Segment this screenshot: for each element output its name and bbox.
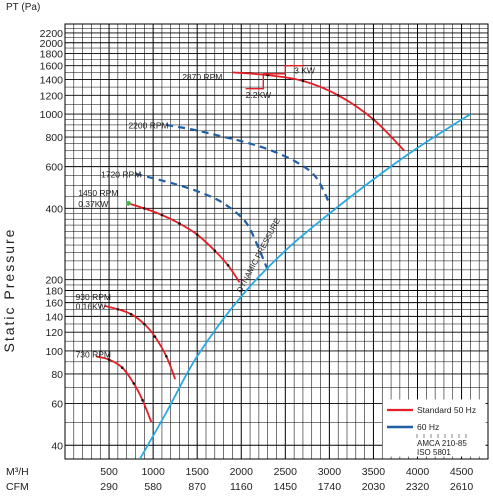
y-tick-label: 160 <box>45 298 63 310</box>
curve-label: 3 KW <box>294 66 315 76</box>
y-tick-label: 800 <box>45 132 63 144</box>
y-tick-label: 2200 <box>40 28 64 40</box>
curve-point-marker <box>195 233 199 236</box>
x-tick-label: 1500 <box>186 466 210 478</box>
curve-point-marker <box>120 366 124 370</box>
curve-point-marker <box>143 207 146 210</box>
x-tick-label: 2000 <box>230 466 254 478</box>
curve-point-marker <box>336 94 340 97</box>
curve-point-marker <box>165 354 168 358</box>
curve-point-marker <box>143 322 146 326</box>
curve-point-marker <box>160 213 164 217</box>
x-tick-label-cfm: 1450 <box>274 481 298 493</box>
y-unit-label: PT (Pa) <box>6 2 40 13</box>
y-tick-label: 120 <box>45 327 63 339</box>
curve-start-marker <box>126 200 131 206</box>
y-tick-label: 2000 <box>40 38 64 50</box>
y-tick-label: 1400 <box>40 74 64 86</box>
y-tick-label: 1800 <box>40 49 64 61</box>
y-tick-label: 180 <box>45 286 63 298</box>
curve-point-marker <box>132 382 136 385</box>
curve-label: 2200 RPM <box>128 120 168 130</box>
x-tick-label-cfm: 2610 <box>450 481 474 493</box>
x-tick-label: 1000 <box>141 466 165 478</box>
y-tick-label: 140 <box>45 311 63 323</box>
y-tick-label: 600 <box>45 162 63 174</box>
curve-label: 1720 RPM <box>101 169 141 179</box>
legend-standard-label: AMCA 210-85 <box>417 439 467 448</box>
x-tick-label-cfm: 870 <box>188 481 206 493</box>
legend-label-50hz: Standard 50 Hz <box>417 405 476 415</box>
y-tick-label: 1200 <box>40 90 64 102</box>
x-tick-label: 4000 <box>406 466 430 478</box>
y-tick-label: 40 <box>51 440 63 452</box>
y-tick-label: 1600 <box>40 61 64 73</box>
curve-label: 2870 RPM <box>182 72 222 82</box>
x-row2-unit: CFM <box>6 481 29 493</box>
x-tick-label-cfm: 2030 <box>362 481 386 493</box>
curve-label: 2.2KW <box>246 90 272 100</box>
curve-point-marker <box>213 249 217 253</box>
curve-point-marker <box>116 307 120 311</box>
x-row1-unit: M³/H <box>6 466 29 478</box>
y-tick-label: 100 <box>45 346 63 358</box>
curve-label: 0.37KW <box>78 199 108 209</box>
fan-curve-50hz <box>128 202 241 283</box>
y-tick-label: 400 <box>45 203 63 215</box>
curve-label: 930 RPM <box>76 292 111 302</box>
motor-power-step <box>245 65 303 90</box>
x-tick-label: 2500 <box>274 466 298 478</box>
curve-label: 0.16KW <box>76 301 106 311</box>
x-tick-label-cfm: 290 <box>100 481 118 493</box>
curve-point-marker <box>226 263 230 267</box>
legend-label-60hz: 60 Hz <box>417 422 439 432</box>
curve-point-marker <box>107 358 111 361</box>
x-tick-label: 4500 <box>450 466 474 478</box>
x-tick-label-cfm: 580 <box>144 481 162 493</box>
curve-label: 730 RPM <box>76 349 111 359</box>
y-tick-label: 200 <box>45 275 63 287</box>
y-tick-label: 60 <box>51 399 63 411</box>
curve-point-marker <box>301 79 305 83</box>
system-curve <box>139 113 471 459</box>
fan-curve-50hz <box>232 71 405 152</box>
x-tick-label: 3000 <box>318 466 342 478</box>
curve-point-marker <box>178 222 181 225</box>
y-tick-label: 80 <box>51 369 63 381</box>
curve-point-marker <box>141 398 144 402</box>
x-tick-label-cfm: 2320 <box>406 481 430 493</box>
curves <box>95 65 471 459</box>
x-tick-label-cfm: 1740 <box>318 481 342 493</box>
curve-label: 1450 RPM <box>78 188 118 198</box>
fan-curve-60hz <box>135 172 269 271</box>
y-tick-label: 1000 <box>40 109 64 121</box>
x-tick-label: 500 <box>100 466 118 478</box>
curve-point-marker <box>153 335 157 338</box>
fan-curve-60hz <box>166 123 331 204</box>
x-tick-label: 3500 <box>362 466 386 478</box>
y-axis-title: Static Pressure <box>1 228 17 353</box>
curve-point-marker <box>266 73 269 77</box>
curve-point-marker <box>129 312 133 316</box>
x-tick-label-cfm: 1160 <box>230 481 253 493</box>
legend-standard-label: ISO 5801 <box>417 448 451 457</box>
curve-point-marker <box>372 118 375 121</box>
